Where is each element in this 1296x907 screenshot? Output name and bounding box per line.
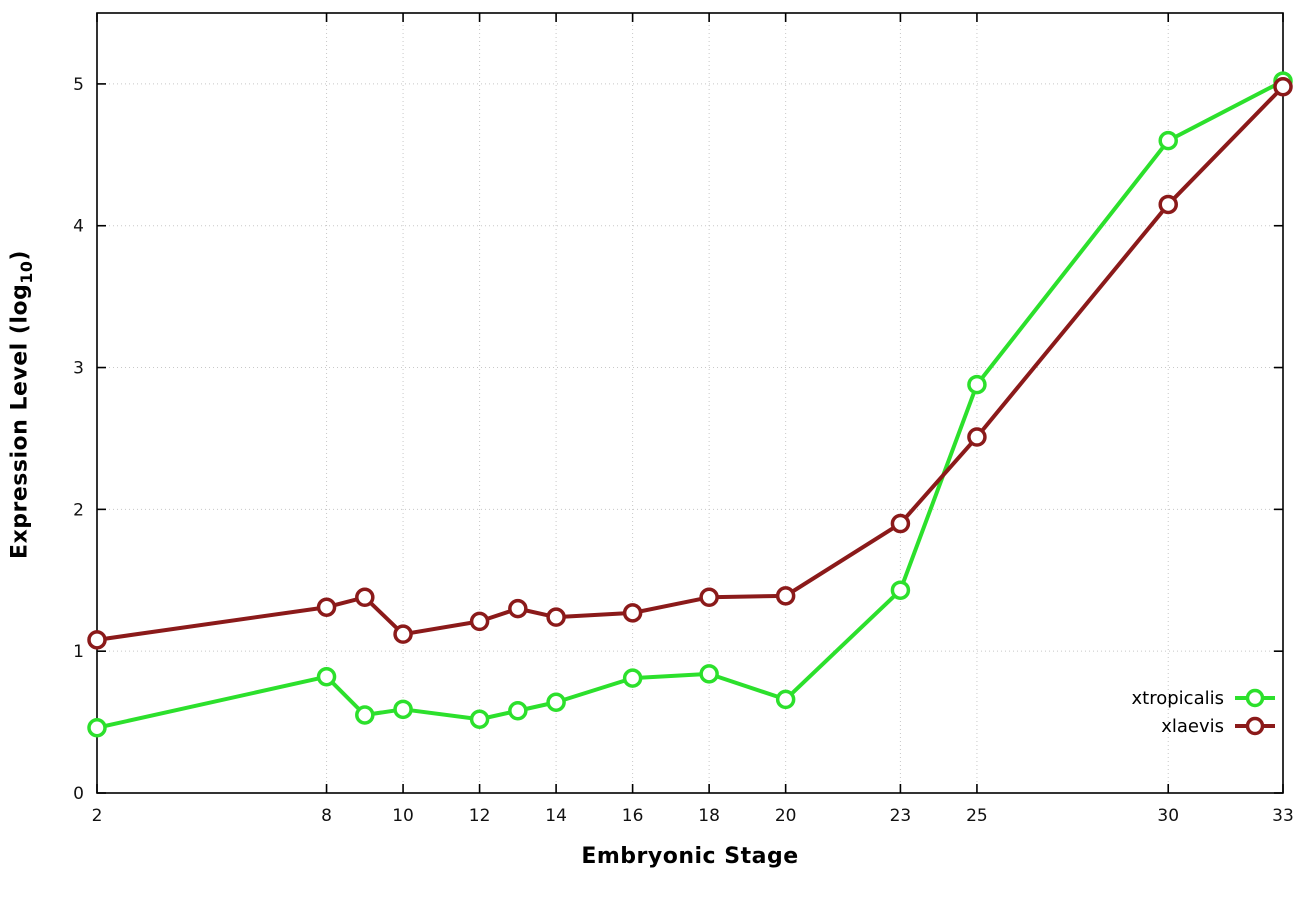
y-tick-label: 2 [73,500,84,520]
data-point-xtropicalis [622,668,643,688]
y-axis-label-subscript: 10 [16,260,36,284]
x-tick-label: 18 [698,806,720,826]
data-point-xtropicalis [546,692,566,712]
data-point-xlaevis [316,597,337,617]
data-point-xtropicalis [775,689,796,710]
x-tick-label: 25 [966,806,988,826]
data-point-xlaevis [355,587,375,608]
data-point-xlaevis [775,586,796,606]
x-tick-label: 12 [469,806,491,826]
y-tick-label: 5 [73,75,84,95]
data-point-xtropicalis [469,709,490,730]
data-point-xlaevis [546,607,566,627]
data-point-xtropicalis [890,580,911,600]
data-point-xtropicalis [1158,130,1178,151]
data-point-xlaevis [393,624,413,644]
y-axis-label: Expression Level (log10) [7,15,36,795]
x-tick-label: 8 [321,806,332,826]
x-tick-label: 16 [622,806,644,826]
data-point-xtropicalis [316,666,337,687]
x-tick-label: 14 [545,806,567,826]
y-tick-label: 4 [73,217,84,237]
y-tick-label: 3 [73,359,84,379]
y-tick-label: 1 [73,642,84,662]
line-marker-icon [1235,688,1275,708]
x-tick-label: 33 [1272,806,1294,826]
data-point-xtropicalis [699,664,719,684]
y-axis-label-text: Expression Level (log [7,283,33,559]
legend-label-xlaevis: xlaevis [1161,715,1224,737]
data-point-xlaevis [890,513,911,534]
x-tick-label: 30 [1157,806,1179,826]
data-point-xtropicalis [967,374,987,395]
data-point-xlaevis [469,611,490,632]
data-point-xlaevis [622,603,643,623]
x-tick-label: 2 [92,806,103,826]
x-tick-label: 20 [775,806,797,826]
line-marker-icon [1235,716,1275,736]
legend-label-xtropicalis: xtropicalis [1131,687,1224,709]
data-point-xlaevis [967,427,987,447]
data-point-xtropicalis [87,718,107,738]
data-point-xlaevis [1158,194,1178,215]
y-axis-label-close: ) [7,250,33,261]
series-line-xlaevis [95,84,1285,642]
x-tick-label: 23 [890,806,912,826]
x-axis-label: Embryonic Stage [581,844,799,869]
legend-item-xlaevis: xlaevis [1161,714,1278,738]
data-point-xtropicalis [508,700,528,721]
legend-item-xtropicalis: xtropicalis [1132,686,1278,710]
legend: xtropicalis xlaevis [1132,686,1278,738]
data-point-xlaevis [1273,76,1293,97]
data-point-xtropicalis [393,699,413,720]
series-line-xtropicalis [95,79,1285,730]
data-point-xlaevis [508,598,528,619]
data-point-xtropicalis [355,705,375,725]
data-point-xlaevis [87,630,107,650]
data-point-xlaevis [699,587,719,608]
x-tick-label: 10 [392,806,414,826]
y-tick-label: 0 [73,784,84,804]
